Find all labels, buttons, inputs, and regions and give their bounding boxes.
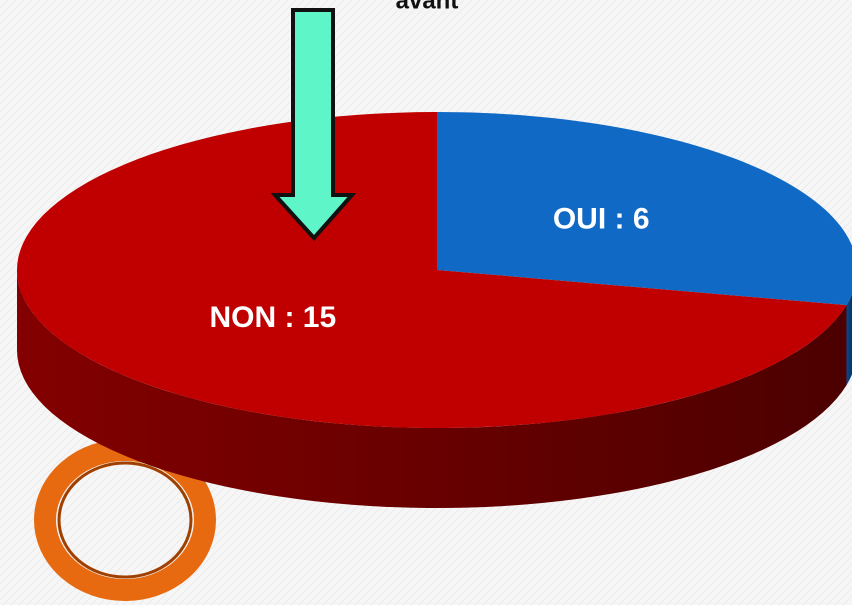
- slice: [17, 112, 847, 428]
- slice: [437, 112, 852, 306]
- annotation: avant: [396, 0, 459, 14]
- data-label: OUI : 6: [553, 203, 650, 236]
- side-shade: [846, 294, 852, 386]
- side-shade: [17, 270, 847, 509]
- arrow: [270, 8, 357, 241]
- data-label: NON : 15: [209, 301, 336, 334]
- pie: OUI : 6 NON : 15: [17, 112, 852, 509]
